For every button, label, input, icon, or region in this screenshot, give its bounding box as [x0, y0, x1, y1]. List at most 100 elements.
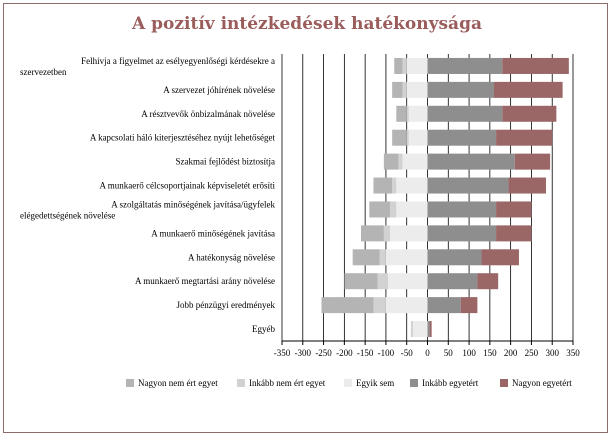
bar-segment	[344, 273, 378, 290]
bar-segment	[427, 105, 503, 122]
bar-segment	[508, 177, 546, 194]
x-tick-label: 0	[425, 348, 430, 358]
legend-item-egyik-sem: Egyik sem	[344, 377, 394, 389]
category-label: A résztvevők önbizalmának növelése	[141, 109, 275, 119]
bar-segment	[402, 153, 428, 170]
bar-segment	[406, 81, 428, 98]
bar-segment	[410, 321, 413, 338]
bar-segment	[427, 249, 482, 266]
bar-segment	[477, 273, 499, 290]
bar-segment	[383, 225, 391, 242]
category-label: Felhívja a figyelmet az esélyegyenlőségi…	[20, 56, 275, 77]
x-tick-label: 150	[483, 348, 497, 358]
bar-segment	[481, 249, 519, 266]
bar-segment	[408, 129, 428, 146]
bar-segment	[398, 153, 403, 170]
x-tick-label: 200	[504, 348, 518, 358]
bar-segment	[385, 297, 428, 314]
bar-segment	[321, 297, 374, 314]
chart-frame	[3, 3, 608, 433]
legend-label: Nagyon egyetért	[512, 378, 572, 388]
bar-segment	[392, 81, 403, 98]
x-tick-label: -50	[401, 348, 413, 358]
category-label: A szolgáltatás minőségének javítása/ügyf…	[20, 199, 275, 220]
category-label: A munkaerő megtartási arány növelése	[135, 276, 275, 286]
bar-segment	[496, 129, 553, 146]
x-tick-label: -200	[336, 348, 353, 358]
bar-segment	[427, 177, 509, 194]
bar-segment	[427, 321, 430, 338]
bar-segment	[427, 273, 478, 290]
bar-segment	[460, 297, 478, 314]
x-tick-label: -100	[378, 348, 395, 358]
bar-segment	[402, 57, 407, 74]
legend-label: Inkább nem ért egyet	[249, 378, 326, 388]
x-tick-label: 350	[566, 348, 580, 358]
bar-segment	[514, 153, 551, 170]
bar-segment	[390, 225, 428, 242]
bar-segment	[390, 201, 397, 218]
bar-segment	[408, 105, 428, 122]
bar-segment	[352, 249, 380, 266]
bar-segment	[383, 153, 399, 170]
x-tick-label: 300	[545, 348, 559, 358]
category-label: A szervezet jóhírének növelése	[163, 85, 275, 95]
x-tick-label: -350	[274, 348, 291, 358]
bar-segment	[369, 201, 391, 218]
bar-segment	[396, 201, 428, 218]
legend-item-inkabb-nem-ert-egyet: Inkább nem ért egyet	[237, 377, 325, 389]
bar-segment	[385, 249, 428, 266]
category-label: Szakmai fejlődést biztosítja	[176, 157, 275, 167]
legend-swatch	[344, 379, 352, 387]
bar-segment	[427, 81, 495, 98]
bar-segment	[427, 57, 503, 74]
bar-segment	[373, 297, 386, 314]
bar-segment	[388, 273, 428, 290]
legend-label: Egyik sem	[356, 378, 395, 388]
bar-segment	[377, 273, 389, 290]
category-label: A hatékonyság növelése	[188, 252, 275, 262]
x-tick-label: 100	[462, 348, 476, 358]
legend-swatch	[126, 379, 134, 387]
legend-swatch	[500, 379, 508, 387]
x-tick-label: -300	[295, 348, 312, 358]
x-tick-label: 50	[444, 348, 454, 358]
bar-segment	[406, 105, 409, 122]
bar-segment	[406, 57, 428, 74]
legend-label: Nagyon nem ért egyet	[138, 378, 218, 388]
bar-segment	[502, 105, 557, 122]
bar-segment	[373, 177, 393, 194]
category-label: Jobb pénzügyi eredmények	[177, 300, 276, 310]
bar-segment	[427, 201, 497, 218]
bar-segment	[412, 321, 428, 338]
chart-title: A pozitív intézkedések hatékonysága	[132, 14, 482, 34]
x-tick-label: 250	[525, 348, 539, 358]
bar-segment	[394, 57, 403, 74]
x-tick-label: -250	[315, 348, 332, 358]
legend-swatch	[410, 379, 418, 387]
bar-segment	[496, 225, 532, 242]
bar-segment	[402, 81, 407, 98]
bar-segment	[379, 249, 386, 266]
bar-segment	[396, 105, 407, 122]
category-label: A munkaerő célcsoportjainak képviseletét…	[100, 181, 276, 191]
legend-swatch	[237, 379, 245, 387]
legend-item-nagyon-nem-ert-egyet: Nagyon nem ért egyet	[126, 377, 218, 389]
bar-segment	[427, 129, 497, 146]
bar-segment	[494, 81, 563, 98]
bar-segment	[392, 129, 407, 146]
bar-segment	[502, 57, 569, 74]
bar-segment	[496, 201, 532, 218]
bar-segment	[392, 177, 397, 194]
legend-item-nagyon-egyetert: Nagyon egyetért	[500, 377, 572, 389]
bar-segment	[427, 225, 497, 242]
bar-segment	[396, 177, 428, 194]
legend-label: Inkább egyetért	[422, 378, 479, 388]
category-label: A munkaerő minőségének javítása	[151, 228, 275, 238]
bar-segment	[429, 321, 432, 338]
bar-segment	[406, 129, 409, 146]
legend-item-inkabb-egyetert: Inkább egyetért	[410, 377, 478, 389]
category-label: Egyéb	[252, 324, 275, 334]
bar-segment	[427, 153, 515, 170]
